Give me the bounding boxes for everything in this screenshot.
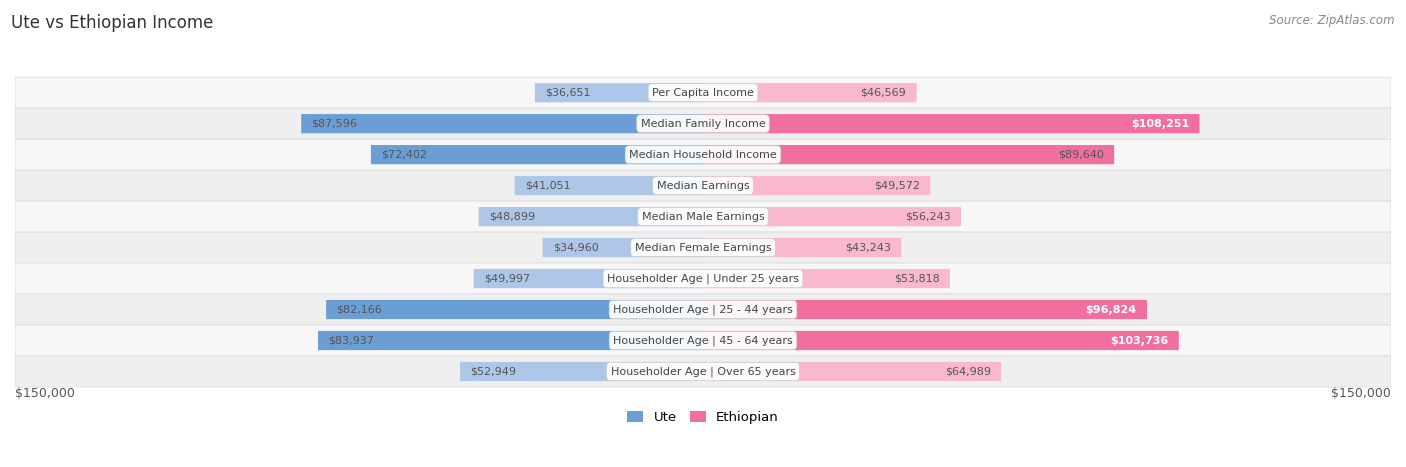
Text: $89,640: $89,640 [1057, 149, 1104, 160]
FancyBboxPatch shape [15, 139, 1391, 170]
Text: $103,736: $103,736 [1111, 335, 1168, 346]
FancyBboxPatch shape [515, 176, 703, 195]
FancyBboxPatch shape [703, 331, 1178, 350]
Text: Householder Age | Under 25 years: Householder Age | Under 25 years [607, 273, 799, 284]
Text: $56,243: $56,243 [905, 212, 950, 222]
Text: $96,824: $96,824 [1085, 304, 1137, 315]
Text: $49,572: $49,572 [875, 181, 920, 191]
Text: $72,402: $72,402 [381, 149, 427, 160]
Text: $83,937: $83,937 [329, 335, 374, 346]
FancyBboxPatch shape [703, 238, 901, 257]
Text: $36,651: $36,651 [546, 88, 591, 98]
FancyBboxPatch shape [15, 356, 1391, 387]
FancyBboxPatch shape [703, 145, 1114, 164]
Text: $64,989: $64,989 [945, 367, 991, 376]
FancyBboxPatch shape [15, 232, 1391, 263]
FancyBboxPatch shape [703, 269, 950, 288]
Text: $46,569: $46,569 [860, 88, 907, 98]
Text: Householder Age | Over 65 years: Householder Age | Over 65 years [610, 366, 796, 377]
Text: $150,000: $150,000 [15, 387, 75, 400]
Text: $87,596: $87,596 [312, 119, 357, 128]
Text: $49,997: $49,997 [484, 274, 530, 283]
Text: $53,818: $53,818 [894, 274, 939, 283]
FancyBboxPatch shape [15, 201, 1391, 232]
Text: $41,051: $41,051 [524, 181, 571, 191]
Text: Median Male Earnings: Median Male Earnings [641, 212, 765, 222]
FancyBboxPatch shape [478, 207, 703, 226]
Text: $82,166: $82,166 [336, 304, 382, 315]
Text: $150,000: $150,000 [1331, 387, 1391, 400]
Text: $48,899: $48,899 [489, 212, 536, 222]
FancyBboxPatch shape [15, 325, 1391, 356]
FancyBboxPatch shape [15, 294, 1391, 325]
FancyBboxPatch shape [326, 300, 703, 319]
FancyBboxPatch shape [15, 170, 1391, 201]
FancyBboxPatch shape [703, 300, 1147, 319]
FancyBboxPatch shape [15, 108, 1391, 139]
Text: Ute vs Ethiopian Income: Ute vs Ethiopian Income [11, 14, 214, 32]
FancyBboxPatch shape [703, 114, 1199, 133]
FancyBboxPatch shape [703, 176, 931, 195]
FancyBboxPatch shape [474, 269, 703, 288]
Text: Median Household Income: Median Household Income [628, 149, 778, 160]
Text: Median Family Income: Median Family Income [641, 119, 765, 128]
FancyBboxPatch shape [371, 145, 703, 164]
Text: Median Female Earnings: Median Female Earnings [634, 242, 772, 253]
FancyBboxPatch shape [703, 362, 1001, 381]
Text: Householder Age | 25 - 44 years: Householder Age | 25 - 44 years [613, 304, 793, 315]
FancyBboxPatch shape [460, 362, 703, 381]
FancyBboxPatch shape [15, 263, 1391, 294]
FancyBboxPatch shape [543, 238, 703, 257]
FancyBboxPatch shape [703, 83, 917, 102]
Text: Per Capita Income: Per Capita Income [652, 88, 754, 98]
Legend: Ute, Ethiopian: Ute, Ethiopian [621, 406, 785, 430]
Text: $43,243: $43,243 [845, 242, 891, 253]
Text: $34,960: $34,960 [553, 242, 599, 253]
Text: Source: ZipAtlas.com: Source: ZipAtlas.com [1270, 14, 1395, 27]
Text: $108,251: $108,251 [1130, 119, 1189, 128]
Text: Median Earnings: Median Earnings [657, 181, 749, 191]
Text: Householder Age | 45 - 64 years: Householder Age | 45 - 64 years [613, 335, 793, 346]
Text: $52,949: $52,949 [471, 367, 516, 376]
FancyBboxPatch shape [703, 207, 960, 226]
FancyBboxPatch shape [15, 77, 1391, 108]
FancyBboxPatch shape [534, 83, 703, 102]
FancyBboxPatch shape [301, 114, 703, 133]
FancyBboxPatch shape [318, 331, 703, 350]
